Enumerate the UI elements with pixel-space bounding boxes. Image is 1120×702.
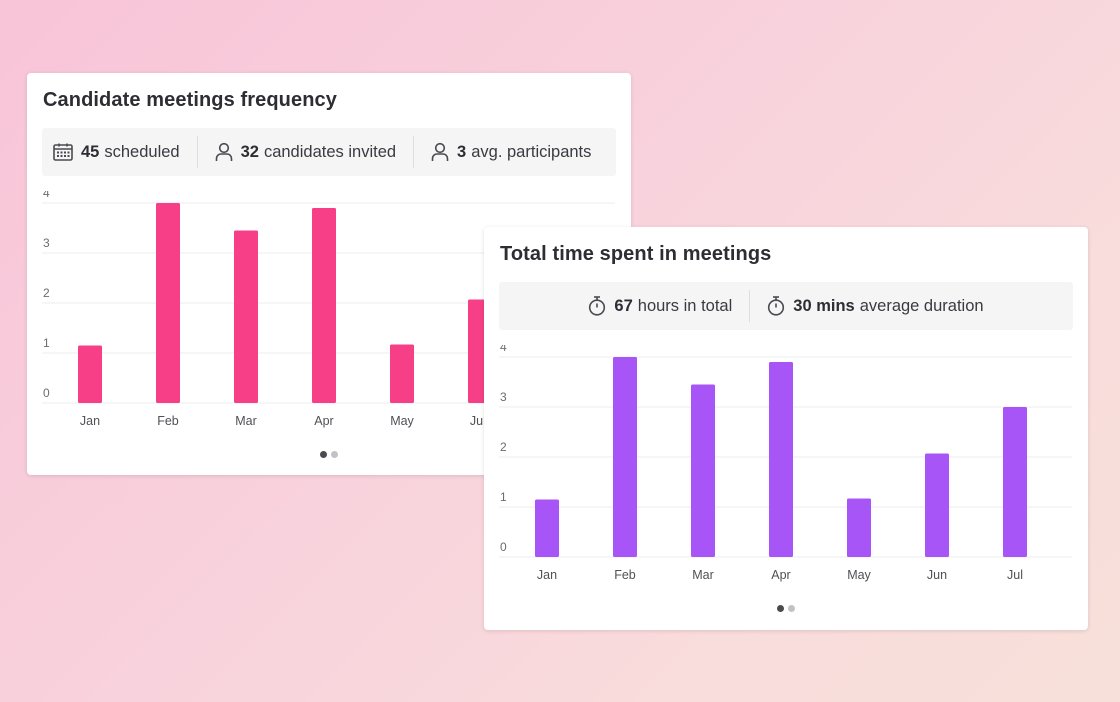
y-tick-label: 3 [500, 390, 507, 404]
card-title: Candidate meetings frequency [43, 89, 337, 111]
bar-mar [691, 384, 715, 557]
pagination-dots [484, 605, 1088, 612]
x-tick-label: Jul [1007, 568, 1023, 582]
x-tick-label: Feb [614, 568, 636, 582]
x-tick-label: Jun [927, 568, 947, 582]
bar-jan [535, 499, 559, 557]
x-tick-label: Feb [157, 414, 179, 428]
pagination-dot-active[interactable] [777, 605, 784, 612]
bar-may [847, 498, 871, 557]
bar-mar [234, 230, 258, 403]
y-tick-label: 1 [500, 490, 507, 504]
bar-may [390, 344, 414, 403]
bar-apr [769, 362, 793, 557]
stat-value: 30 mins [793, 296, 855, 315]
pagination-dot[interactable] [788, 605, 795, 612]
stat-divider [749, 290, 751, 322]
stat-value: 3 [457, 142, 467, 161]
stat-average-duration: 30 mins average duration [767, 296, 984, 316]
bar-apr [312, 208, 336, 403]
stat-hours-total: 67 hours in total [588, 296, 732, 316]
stat-value: 67 [614, 296, 633, 315]
person-icon [431, 142, 449, 162]
bar-jun [925, 453, 949, 557]
stat-avg-participants: 3 avg. participants [431, 142, 591, 162]
pagination-dot[interactable] [331, 451, 338, 458]
stat-label: avg. participants [471, 142, 592, 161]
stopwatch-icon [767, 296, 785, 316]
x-tick-label: Jan [80, 414, 100, 428]
pagination-dot-active[interactable] [320, 451, 327, 458]
x-tick-label: May [390, 414, 414, 428]
y-tick-label: 2 [500, 440, 507, 454]
stat-candidates-invited: 32 candidates invited [215, 142, 396, 162]
y-tick-label: 0 [43, 386, 50, 400]
y-tick-label: 2 [43, 286, 50, 300]
x-tick-label: Apr [314, 414, 333, 428]
stat-label: candidates invited [263, 142, 397, 161]
x-tick-label: Mar [235, 414, 257, 428]
stats-bar: 67 hours in total 30 mins average durati… [499, 282, 1073, 330]
x-tick-label: Jan [537, 568, 557, 582]
card-title: Total time spent in meetings [500, 243, 772, 265]
stat-divider [413, 136, 415, 168]
y-tick-label: 4 [500, 345, 507, 354]
stat-label: average duration [859, 296, 984, 315]
stats-bar: 45 scheduled 32 candidates invited 3 [42, 128, 616, 176]
y-tick-label: 4 [43, 191, 50, 200]
y-tick-label: 3 [43, 236, 50, 250]
time-in-meetings-bar-chart: 0 1 2 3 4 Jan Feb Mar Apr May Jun Jul [499, 345, 1072, 582]
bar-jul [1003, 407, 1027, 557]
bar-feb [156, 203, 180, 403]
stat-label: scheduled [104, 142, 180, 161]
x-tick-label: Apr [771, 568, 790, 582]
x-tick-label: Mar [692, 568, 714, 582]
bar-feb [613, 357, 637, 557]
stat-label: hours in total [637, 296, 733, 315]
pagination-dots [27, 451, 631, 458]
bar-jan [78, 345, 102, 403]
stopwatch-icon [588, 296, 606, 316]
x-tick-label: May [847, 568, 871, 582]
stat-value: 45 [81, 142, 100, 161]
y-tick-label: 0 [500, 540, 507, 554]
y-tick-label: 1 [43, 336, 50, 350]
time-in-meetings-card: Total time spent in meetings 67 hours in… [484, 227, 1088, 630]
stat-divider [196, 136, 198, 168]
person-icon [215, 142, 233, 162]
stat-value: 32 [240, 142, 259, 161]
calendar-icon [53, 143, 73, 161]
stat-scheduled: 45 scheduled [53, 143, 180, 162]
